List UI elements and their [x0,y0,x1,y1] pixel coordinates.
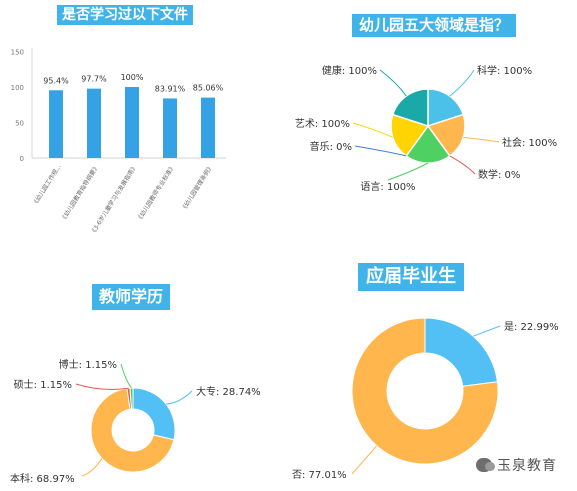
pie-slice-社会 [426,113,466,157]
slice-label: 艺术: 100% [295,118,350,130]
bar [163,98,177,158]
y-tick-label: 0 [20,155,24,163]
slice-label: 健康: 100% [322,64,377,77]
bar [49,90,63,158]
y-tick-label: 150 [11,49,24,57]
leader-line [449,155,476,175]
slice-label: 大专: 28.74% [196,385,261,398]
leader-line [352,122,394,138]
bar-chart-title: 是否学习过以下文件 [57,5,193,25]
wechat-icon [476,458,495,472]
slice-label: 科学: 100% [477,64,532,77]
leader-line [165,390,193,405]
slice-label: 本科: 68.97% [10,472,75,485]
leader-line [379,69,407,97]
y-tick-label: 100 [11,84,24,92]
slice-label: 博士: 1.15% [59,358,117,371]
bar-value-label: 85.06% [193,84,224,93]
pie-slice-语言 [405,124,451,164]
slice-label: 硕士: 1.15% [14,378,72,391]
bar [87,88,101,158]
slice-label: 数学: 0% [478,168,520,181]
pie-chart-title: 幼儿园五大领域是指？ [352,14,517,37]
slice-label: 音乐: 0% [310,140,352,153]
leader-line [473,325,501,337]
education-chart-title: 教师学历 [92,284,171,310]
donut-slice-本科 [90,387,175,473]
donut-slice-否 [351,317,499,465]
leader-line [75,383,129,390]
leader-line [351,445,378,475]
bar-value-label: 100% [121,73,144,82]
slice-label: 是: 22.99% [504,321,559,333]
donut-slice-大专 [132,387,176,441]
y-tick-label: 50 [15,120,24,128]
slice-label: 社会: 100% [502,136,557,149]
bar-value-label: 83.91% [155,84,186,93]
watermark-text: 玉泉教育 [497,458,557,474]
bar [125,87,139,158]
pie-slice-艺术 [390,113,430,157]
leader-line [120,363,132,389]
leader-line [463,136,500,143]
bar-value-label: 97.7% [81,75,107,84]
bar-value-label: 95.4% [43,76,69,85]
watermark: 玉泉教育 [476,455,557,475]
leader-line [387,162,429,181]
leader-line [449,69,475,97]
leader-line [81,458,103,477]
bar [201,97,215,158]
donut-slice-是 [424,317,498,387]
slice-label: 否: 77.01% [292,469,347,481]
graduate-chart-title: 应届毕业生 [358,263,464,291]
leader-line [354,145,407,157]
slice-label: 语言: 100% [360,180,415,193]
